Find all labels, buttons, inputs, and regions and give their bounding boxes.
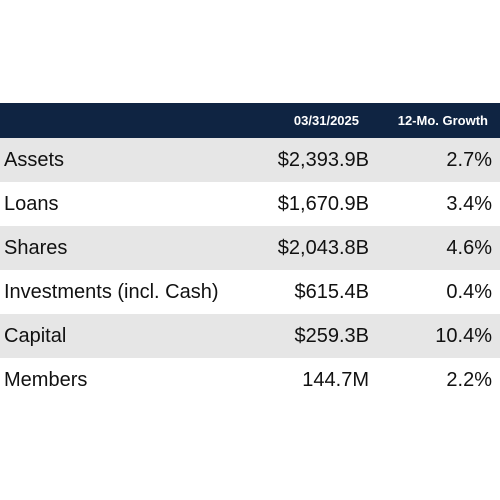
table-header-row: 03/31/2025 12-Mo. Growth [0, 103, 500, 138]
row-value: $615.4B [294, 280, 369, 303]
header-growth: 12-Mo. Growth [397, 113, 488, 128]
row-label: Assets [4, 148, 65, 171]
row-label: Capital [4, 324, 67, 347]
table-row-members: Members 144.7M 2.2% [0, 358, 500, 402]
credit-union-summary-table: 03/31/2025 12-Mo. Growth Assets $2,393.9… [0, 103, 500, 402]
header-date: 03/31/2025 [293, 113, 359, 128]
table-row-assets: Assets $2,393.9B 2.7% [0, 138, 500, 182]
row-growth: 2.2% [446, 368, 492, 391]
row-value: $259.3B [294, 324, 369, 347]
row-value: $2,393.9B [277, 148, 369, 171]
row-value: $2,043.8B [277, 236, 369, 259]
table-row-investments: Investments (incl. Cash) $615.4B 0.4% [0, 270, 500, 314]
table-row-loans: Loans $1,670.9B 3.4% [0, 182, 500, 226]
row-growth: 3.4% [446, 192, 492, 215]
table-row-shares: Shares $2,043.8B 4.6% [0, 226, 500, 270]
row-label: Investments (incl. Cash) [4, 280, 219, 303]
row-label: Members [4, 368, 88, 391]
row-label: Loans [4, 192, 59, 215]
row-value: $1,670.9B [277, 192, 369, 215]
row-label: Shares [4, 236, 68, 259]
row-growth: 2.7% [446, 148, 492, 171]
header-label-cell [0, 103, 240, 138]
table-row-capital: Capital $259.3B 10.4% [0, 314, 500, 358]
row-value: 144.7M [302, 368, 369, 391]
row-growth: 4.6% [446, 236, 492, 259]
row-growth: 10.4% [435, 324, 492, 347]
row-growth: 0.4% [446, 280, 492, 303]
